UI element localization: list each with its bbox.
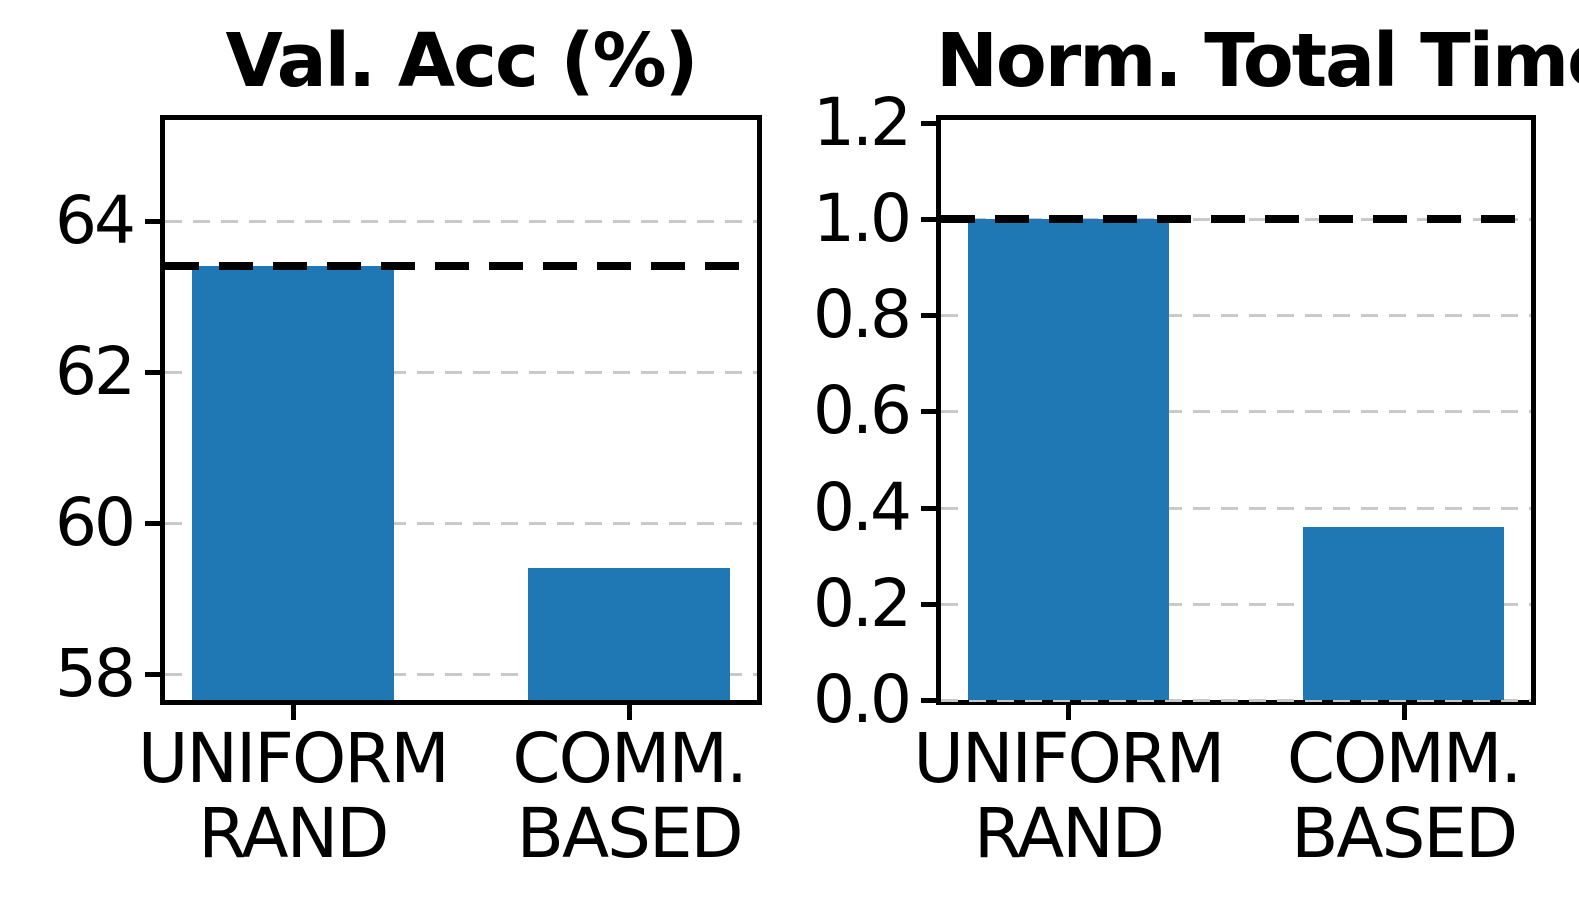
y-tick-label: 0.2 (813, 564, 912, 642)
y-tick-label: 60 (55, 484, 136, 562)
y-tick-label: 0.4 (813, 468, 912, 546)
y-tick-label: 1.2 (813, 83, 912, 161)
gridline (941, 506, 1531, 510)
y-tick (145, 672, 160, 678)
x-tick (290, 705, 296, 720)
gridline (165, 370, 757, 374)
gridline (165, 673, 757, 677)
gridline (941, 410, 1531, 414)
y-tick (921, 120, 936, 126)
y-tick (921, 505, 936, 511)
gridline (165, 219, 757, 223)
x-tick (627, 705, 633, 720)
y-tick-label: 0.6 (813, 372, 912, 450)
gridline (941, 314, 1531, 318)
y-tick (145, 218, 160, 224)
bar (967, 219, 1169, 700)
y-tick-label: 0.0 (813, 661, 912, 738)
y-tick (145, 369, 160, 375)
y-tick-label: 64 (55, 181, 136, 259)
x-tick-label: COMM. BASED (512, 719, 748, 874)
y-tick (921, 313, 936, 319)
y-tick (145, 521, 160, 527)
y-tick-label: 1.0 (813, 180, 912, 258)
bar (528, 568, 731, 700)
y-tick-label: 58 (55, 635, 136, 713)
gridline (941, 699, 1531, 702)
y-tick (921, 601, 936, 607)
x-tick (1066, 705, 1072, 720)
right-chart-title: Norm. Total Time (936, 18, 1579, 104)
y-tick (921, 409, 936, 415)
bar (1303, 526, 1505, 700)
bar (191, 265, 394, 700)
gridline (941, 602, 1531, 606)
y-tick-label: 0.8 (813, 276, 912, 354)
y-tick-label: 62 (55, 332, 136, 410)
x-tick (1401, 705, 1407, 720)
y-tick (921, 698, 936, 703)
gridline (165, 522, 757, 526)
refline (165, 261, 757, 270)
left-chart-title: Val. Acc (%) (225, 18, 699, 104)
x-tick-label: UNIFORM RAND (913, 719, 1225, 874)
y-tick (921, 217, 936, 223)
x-tick-label: UNIFORM RAND (137, 719, 450, 874)
x-tick-label: COMM. BASED (1286, 719, 1523, 874)
refline (941, 215, 1531, 224)
